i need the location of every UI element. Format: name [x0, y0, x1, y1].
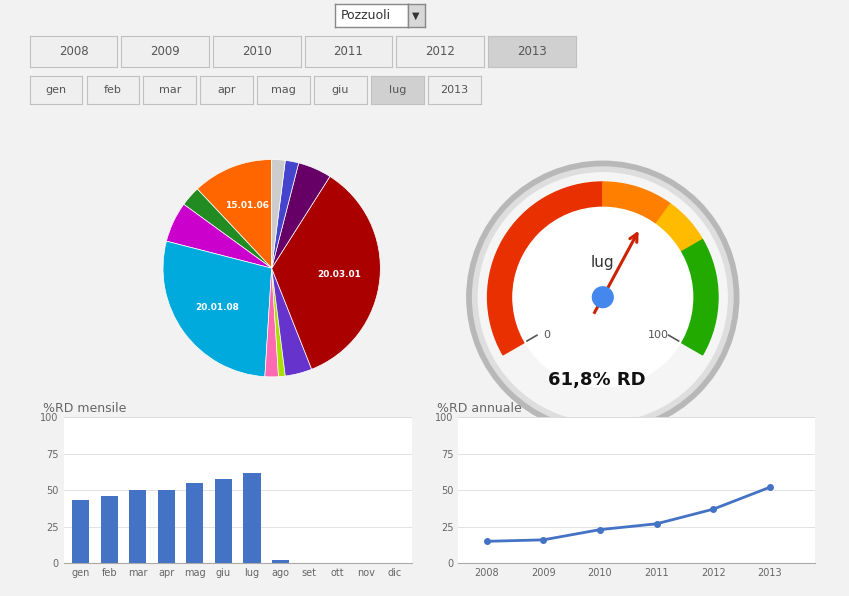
Circle shape — [467, 162, 739, 433]
Text: 20.03.01: 20.03.01 — [317, 270, 361, 279]
Text: apr: apr — [217, 85, 236, 95]
Text: mar: mar — [159, 85, 181, 95]
Bar — [72, 501, 89, 563]
Text: 15.01.06: 15.01.06 — [225, 201, 269, 210]
Text: 20.01.08: 20.01.08 — [195, 303, 239, 312]
Wedge shape — [655, 204, 703, 252]
Text: mag: mag — [271, 85, 296, 95]
Wedge shape — [681, 240, 718, 355]
Wedge shape — [272, 163, 330, 268]
Wedge shape — [272, 160, 285, 268]
Text: lug: lug — [591, 255, 615, 270]
Wedge shape — [272, 268, 285, 377]
Text: 2009: 2009 — [150, 45, 180, 58]
Text: 100: 100 — [648, 330, 669, 340]
Wedge shape — [163, 241, 272, 377]
Wedge shape — [166, 204, 272, 268]
Wedge shape — [272, 160, 299, 268]
Text: gen: gen — [46, 85, 66, 95]
Bar — [101, 496, 118, 563]
Wedge shape — [265, 268, 278, 377]
Text: feb: feb — [104, 85, 122, 95]
Wedge shape — [603, 182, 671, 225]
Text: giu: giu — [332, 85, 349, 95]
Bar — [272, 560, 289, 563]
Text: Pozzuoli: Pozzuoli — [340, 9, 391, 22]
Text: %RD mensile: %RD mensile — [42, 402, 127, 415]
Bar — [158, 490, 175, 563]
Wedge shape — [487, 182, 603, 355]
Circle shape — [478, 173, 728, 421]
Bar — [129, 490, 146, 563]
Bar — [187, 483, 204, 563]
Circle shape — [593, 287, 613, 308]
Text: 2013: 2013 — [517, 45, 547, 58]
Text: 2011: 2011 — [334, 45, 363, 58]
Text: 2010: 2010 — [242, 45, 272, 58]
Text: 2012: 2012 — [425, 45, 455, 58]
Text: 0: 0 — [543, 330, 550, 340]
Bar — [215, 479, 232, 563]
Text: %RD annuale: %RD annuale — [437, 402, 522, 415]
Circle shape — [473, 167, 733, 427]
Text: ▼: ▼ — [413, 11, 419, 20]
Circle shape — [513, 207, 693, 387]
Wedge shape — [197, 160, 272, 268]
Wedge shape — [272, 176, 380, 370]
Text: 2013: 2013 — [440, 85, 469, 95]
Text: 2008: 2008 — [59, 45, 88, 58]
Text: 61,8% RD: 61,8% RD — [548, 371, 646, 389]
Wedge shape — [183, 189, 272, 268]
Text: lug: lug — [389, 85, 406, 95]
Wedge shape — [272, 268, 312, 376]
Bar — [244, 473, 261, 563]
